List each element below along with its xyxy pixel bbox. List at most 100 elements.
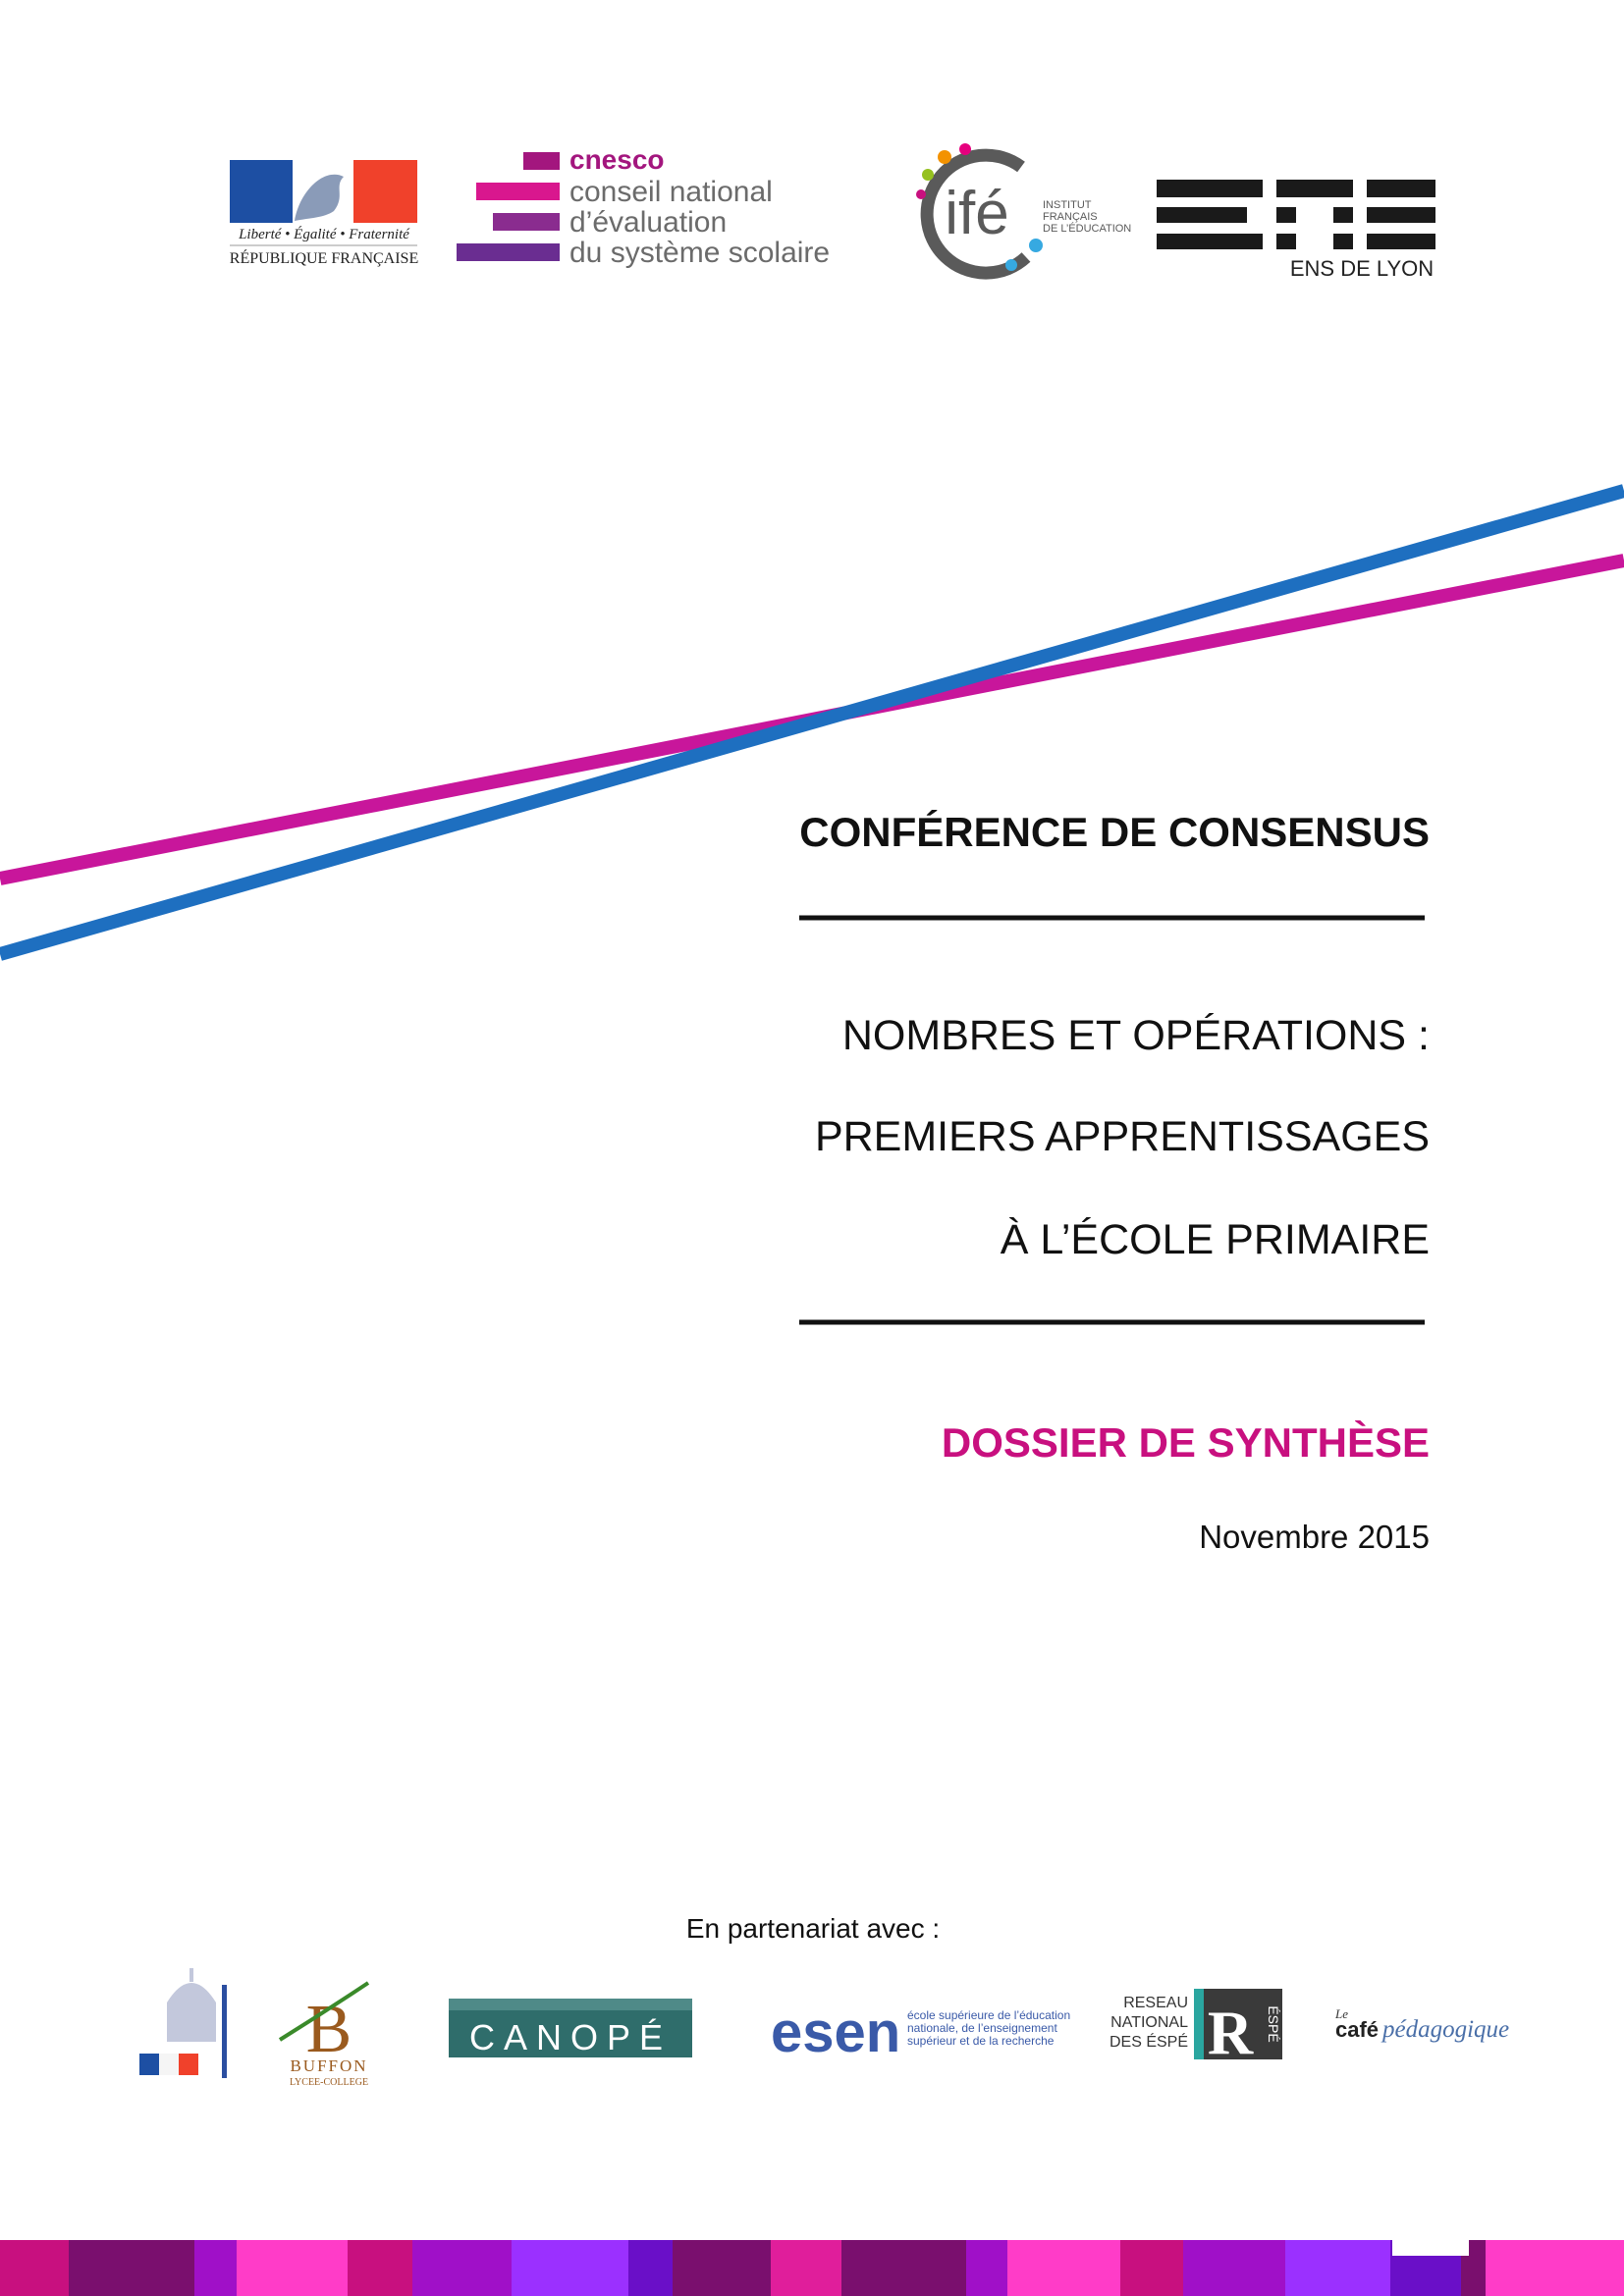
flag-blue (230, 160, 293, 223)
strip-block (841, 2240, 966, 2296)
esen-acronym: esen (771, 2001, 900, 2064)
cnesco-line: du système scolaire (569, 237, 830, 269)
buffon-letter: B (306, 1992, 352, 2067)
strip-block (1486, 2240, 1624, 2296)
cnesco-line: conseil national (569, 176, 773, 208)
ife-name: INSTITUT (1043, 199, 1092, 211)
espe-letter: R (1208, 1998, 1254, 2067)
ens-stripe (1157, 234, 1263, 249)
strip-block (771, 2240, 841, 2296)
academie-bar (222, 1985, 227, 2078)
ens-name: ENS DE LYON (1290, 256, 1434, 281)
logo-esen: esen école supérieure de l’éducation nat… (771, 2001, 1070, 2064)
canope-top (449, 1999, 692, 2010)
republique-motto: Liberté • Égalité • Fraternité (238, 226, 410, 242)
strip-block (1120, 2240, 1183, 2296)
buffon-leaf (278, 1981, 370, 2042)
logo-espe: RESEAU NATIONAL DES ÉSPÉ R ÉSPÉ (1110, 1989, 1282, 2067)
partners-intro: En partenariat avec : (686, 1913, 940, 1944)
ens-stripe (1157, 180, 1263, 197)
ens-stripe (1276, 207, 1296, 223)
logo-ens: ENS DE LYON (1157, 180, 1435, 281)
logo-republique: Liberté • Égalité • Fraternité RÉPUBLIQU… (230, 160, 418, 267)
ens-stripe (1333, 234, 1353, 249)
ife-ring (920, 148, 1031, 280)
dome (167, 1983, 216, 2042)
ife-name: DE L’ÉDUCATION (1043, 222, 1131, 235)
ife-dot (922, 169, 934, 181)
document-type: DOSSIER DE SYNTHÈSE (942, 1419, 1430, 1466)
esen-description: nationale, de l’enseignement (907, 2021, 1057, 2035)
espe-line: DES ÉSPÉ (1110, 2032, 1188, 2051)
cnesco-bar (523, 152, 560, 170)
ife-dot (938, 150, 951, 164)
cnesco-line: d’évaluation (569, 206, 727, 239)
esen-description: école supérieure de l’éducation (907, 2008, 1070, 2022)
republique-name: RÉPUBLIQUE FRANÇAISE (230, 248, 418, 267)
date: Novembre 2015 (1199, 1519, 1430, 1555)
espe-line: RESEAU (1123, 1995, 1188, 2011)
flag-blue (139, 2054, 159, 2075)
espe-box (1194, 1989, 1282, 2059)
logo-cnesco: cnesco conseil national d’évaluation du … (457, 144, 830, 269)
ens-stripe (1157, 207, 1247, 223)
strip-block (348, 2240, 412, 2296)
title-line: NOMBRES ET OPÉRATIONS : (842, 1012, 1430, 1059)
cnesco-bar (493, 213, 560, 231)
strip-block (966, 2240, 1007, 2296)
title-line: PREMIERS APPRENTISSAGES (815, 1113, 1430, 1160)
ens-stripe (1367, 234, 1435, 249)
strip-block (194, 2240, 237, 2296)
event-title: CONFÉRENCE DE CONSENSUS (799, 809, 1430, 855)
ens-stripe (1333, 207, 1353, 223)
cnesco-bar (476, 183, 560, 200)
ens-stripe (1276, 180, 1353, 197)
cnesco-bar (457, 243, 560, 261)
buffon-subtitle: LYCEE-COLLEGE (290, 2077, 368, 2088)
dome-spire (189, 1968, 193, 1982)
cafe-prefix: Le (1334, 2006, 1348, 2021)
strip-block (412, 2240, 512, 2296)
strip-block (69, 2240, 194, 2296)
logo-ife: ifé INSTITUT FRANÇAIS DE L’ÉDUCATION (916, 143, 1131, 280)
ens-stripe (1276, 234, 1296, 249)
ens-stripe (1367, 180, 1435, 197)
flag-red (179, 2054, 198, 2075)
ens-stripe (1367, 207, 1435, 223)
buffon-name: BUFFON (290, 2056, 367, 2075)
strip-block (1007, 2240, 1120, 2296)
cafe-word: café (1335, 2017, 1379, 2042)
title-line: À L’ÉCOLE PRIMAIRE (1001, 1216, 1430, 1263)
logo-academie (139, 1968, 227, 2078)
strip-block (1183, 2240, 1285, 2296)
logo-cafe: Le café pédagogique (1334, 2006, 1509, 2043)
ife-dot (916, 189, 926, 199)
ife-dot (1005, 259, 1017, 271)
strip-block (512, 2240, 628, 2296)
marianne-profile (295, 174, 344, 221)
strip-notch (1392, 2240, 1469, 2256)
logo-buffon: B BUFFON LYCEE-COLLEGE (278, 1981, 370, 2088)
espe-acronym: ÉSPÉ (1266, 2005, 1281, 2042)
ife-name: FRANÇAIS (1043, 211, 1098, 223)
strip-block (237, 2240, 348, 2296)
cafe-suffix: pédagogique (1380, 2016, 1509, 2043)
espe-line: NATIONAL (1110, 2014, 1188, 2031)
bottom-strip (0, 2240, 1624, 2296)
diagonal-blue (0, 484, 1624, 961)
cnesco-acronym: cnesco (569, 144, 665, 175)
canope-name: CANOPÉ (469, 2017, 672, 2057)
ife-acronym: ifé (945, 180, 1008, 247)
esen-description: supérieur et de la recherche (907, 2034, 1055, 2048)
strip-block (673, 2240, 771, 2296)
logo-canope: CANOPÉ (449, 1999, 692, 2057)
strip-block (1285, 2240, 1390, 2296)
espe-accent (1194, 1989, 1204, 2059)
ife-dot (1029, 239, 1043, 252)
flag-red (353, 160, 417, 223)
strip-block (628, 2240, 673, 2296)
flag-white (159, 2054, 179, 2075)
